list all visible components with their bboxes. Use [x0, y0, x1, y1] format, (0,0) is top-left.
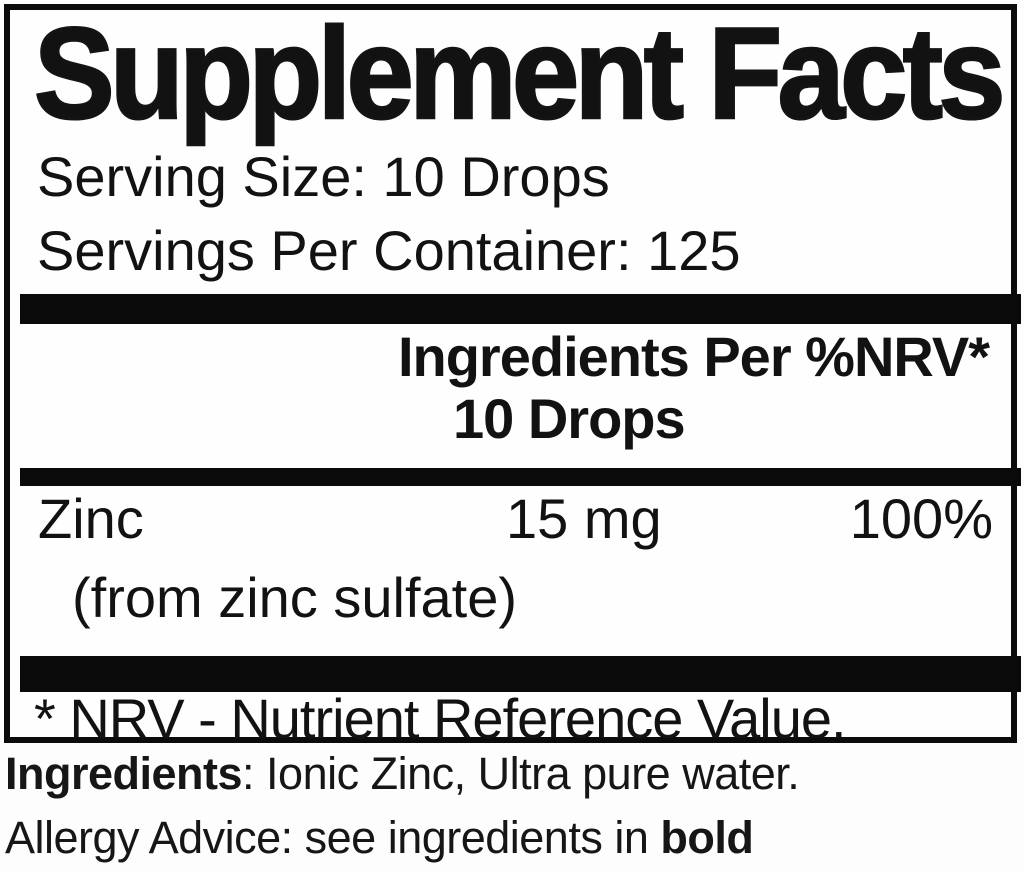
allergy-advice-line: Allergy Advice: see ingredients in bold	[5, 812, 754, 863]
divider-bar-thick-top	[20, 294, 1021, 324]
allergy-bold-word: bold	[660, 812, 754, 863]
serving-size-line: Serving Size: 10 Drops	[37, 145, 610, 208]
nutrient-amount: 15 mg	[506, 487, 662, 550]
divider-bar-thick-bottom	[20, 656, 1021, 692]
nrv-footnote: * NRV - Nutrient Reference Value.	[34, 687, 847, 750]
supplement-facts-panel: Supplement Facts Serving Size: 10 Drops …	[4, 0, 1021, 747]
divider-bar-thin	[20, 468, 1021, 486]
nutrient-source: (from zinc sulfate)	[72, 566, 517, 629]
column-header-line2: 10 Drops	[453, 387, 686, 450]
ingredients-label: Ingredients	[5, 748, 243, 799]
ingredients-line: Ingredients: Ionic Zinc, Ultra pure wate…	[5, 748, 800, 799]
nutrient-name: Zinc	[38, 487, 144, 550]
nutrient-nrv-percent: 100%	[849, 487, 993, 550]
ingredients-list: : Ionic Zinc, Ultra pure water.	[242, 748, 800, 799]
column-header-line1: Ingredients Per %NRV*	[397, 325, 990, 388]
panel-title: Supplement Facts	[33, 0, 1007, 146]
allergy-advice-text: Allergy Advice: see ingredients in	[5, 812, 661, 863]
servings-per-container-line: Servings Per Container: 125	[37, 219, 741, 282]
